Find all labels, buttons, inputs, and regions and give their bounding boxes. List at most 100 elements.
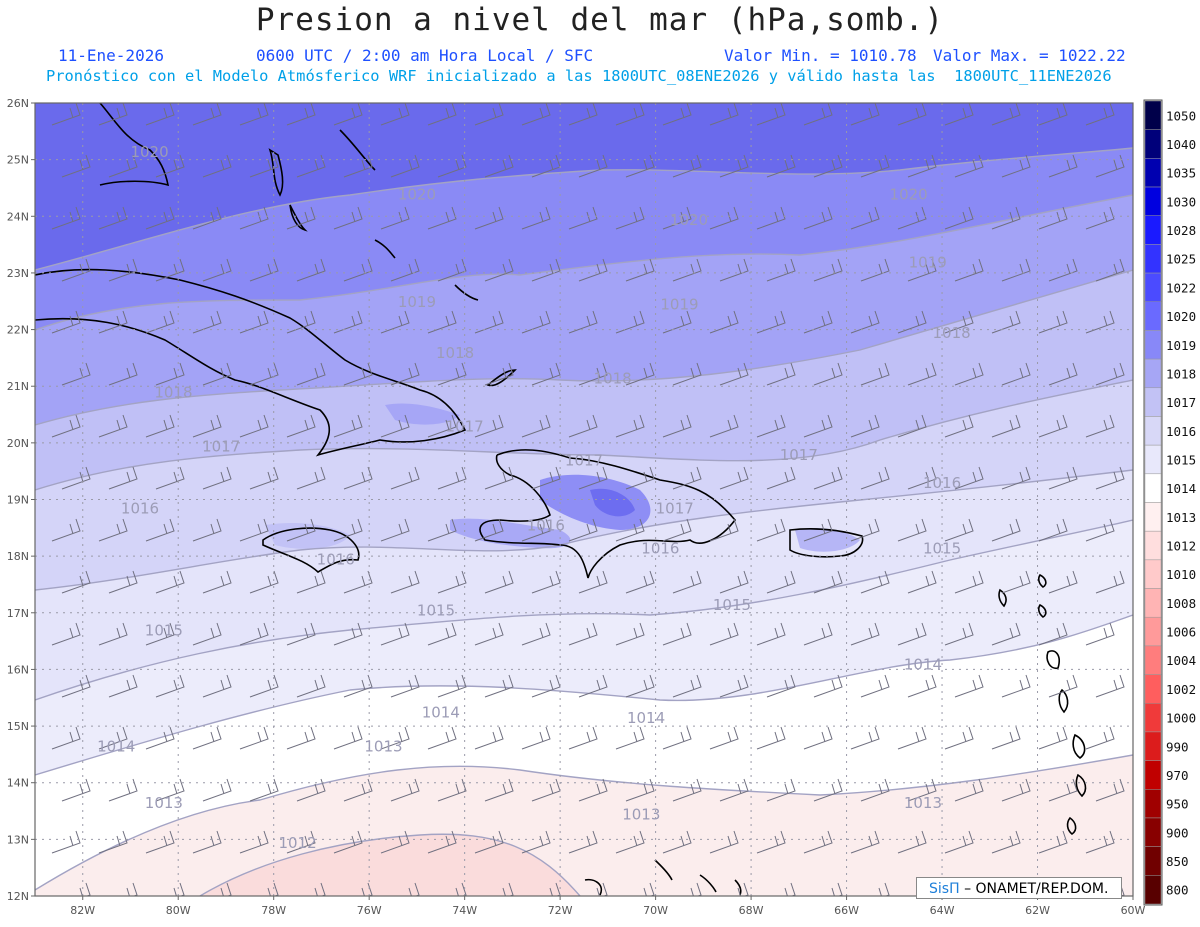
colorbar-label: 1002 (1166, 682, 1196, 697)
wind-barb (192, 622, 222, 646)
wind-barb (578, 154, 608, 178)
wind-barb (79, 882, 91, 896)
lat-label: 24N (7, 210, 29, 223)
wind-barb (1048, 362, 1078, 386)
wind-barb (907, 674, 937, 698)
wind-barb (596, 882, 608, 896)
wind-barb (61, 778, 91, 802)
wind-barb (860, 778, 890, 802)
wind-barb (860, 570, 890, 594)
wind-barb (850, 310, 880, 334)
hispaniola-coast (479, 449, 737, 579)
colorbar-label: 1014 (1166, 481, 1196, 496)
wind-barb (192, 206, 222, 230)
wind-barb (568, 622, 598, 646)
wind-barb (51, 310, 81, 334)
wind-barb (314, 882, 326, 896)
latitude-labels: 26N 25N 24N 23N 22N 21N 20N 19N 18N 17N 16N 15N 14N 1… (7, 97, 35, 903)
contour-label: 1015 (145, 621, 183, 639)
puerto-rico-coast (789, 528, 864, 558)
lesser-antilles-6 (998, 588, 1007, 608)
colorbar-swatch (1144, 530, 1162, 561)
wind-barb (709, 622, 739, 646)
wind-barb (437, 258, 467, 282)
wind-barb (380, 726, 410, 750)
wind-barb (286, 622, 316, 646)
wind-barb (662, 830, 692, 854)
pressure-shading (35, 103, 1133, 896)
colorbar-label: 1017 (1166, 395, 1196, 410)
contour-label: 1017 (780, 446, 818, 464)
lesser-antilles-1 (1046, 650, 1060, 670)
wind-barb (1001, 570, 1031, 594)
contour-label: 1020 (398, 185, 436, 203)
wind-barb (484, 258, 514, 282)
lon-label: 80W (166, 904, 191, 917)
wind-barb (51, 206, 81, 230)
wind-barb (502, 882, 514, 896)
wind-barb (192, 310, 222, 334)
wind-barb (625, 362, 655, 386)
wind-barb (521, 414, 551, 438)
wind-barb (897, 206, 927, 230)
wind-barb (991, 622, 1021, 646)
wind-barb (756, 726, 786, 750)
max-value: Valor Max. = 1022.22 (933, 46, 1126, 65)
colorbar-swatch (1144, 502, 1162, 532)
wind-barb (954, 674, 984, 698)
colorbar-label: 850 (1166, 854, 1189, 869)
wind-barb (521, 518, 551, 542)
wind-barb (944, 414, 974, 438)
wind-barb (662, 622, 692, 646)
wind-barb (662, 518, 692, 542)
wind-barb (98, 622, 128, 646)
contour-label: 1017 (202, 437, 240, 455)
wind-barb (625, 466, 655, 490)
colorbar-label: 1013 (1166, 510, 1196, 525)
contour-label: 1015 (713, 596, 751, 614)
contour-label: 1013 (145, 794, 183, 812)
wind-barb (719, 570, 749, 594)
wind-barb (192, 830, 222, 854)
wind-barb (145, 414, 175, 438)
wind-barb (813, 466, 843, 490)
wind-barb (437, 154, 467, 178)
wind-barb (944, 830, 974, 854)
wind-barb (474, 622, 504, 646)
wind-barb (1038, 103, 1068, 126)
wind-barb (954, 466, 984, 490)
wind-barb (437, 570, 467, 594)
wind-barb (813, 362, 843, 386)
wind-barb (202, 778, 232, 802)
wind-barb (474, 206, 504, 230)
wind-barb (296, 154, 326, 178)
contour-label: 1015 (923, 539, 961, 557)
contour-label: 1018 (932, 324, 970, 342)
wind-barb (192, 726, 222, 750)
contour-label: 1019 (909, 253, 947, 271)
wind-barb (803, 103, 833, 126)
wind-barb (615, 830, 645, 854)
wind-barb (615, 103, 645, 126)
lon-label: 78W (261, 904, 286, 917)
wind-barb (474, 414, 504, 438)
wind-barb (249, 154, 279, 178)
wind-barb (249, 570, 279, 594)
contour-labels: 1020 1020 1020 1020 1019 1019 1019 1018 1018 1018… (97, 143, 971, 852)
wind-barb (108, 674, 138, 698)
wind-barb (907, 778, 937, 802)
wind-barb (803, 726, 833, 750)
wind-barb (427, 726, 457, 750)
colorbar-swatch (1144, 731, 1162, 761)
wind-barb (860, 154, 890, 178)
wind-barb (954, 362, 984, 386)
wind-barb (672, 258, 702, 282)
wind-barb (521, 726, 551, 750)
wind-barb (803, 830, 833, 854)
lon-label: 64W (930, 904, 955, 917)
colorbar-label: 1018 (1166, 366, 1196, 381)
wind-barb (1038, 310, 1068, 334)
wind-barb (850, 622, 880, 646)
model-info: Pronóstico con el Modelo Atmósferico WRF… (46, 67, 1112, 85)
wind-barb (672, 570, 702, 594)
